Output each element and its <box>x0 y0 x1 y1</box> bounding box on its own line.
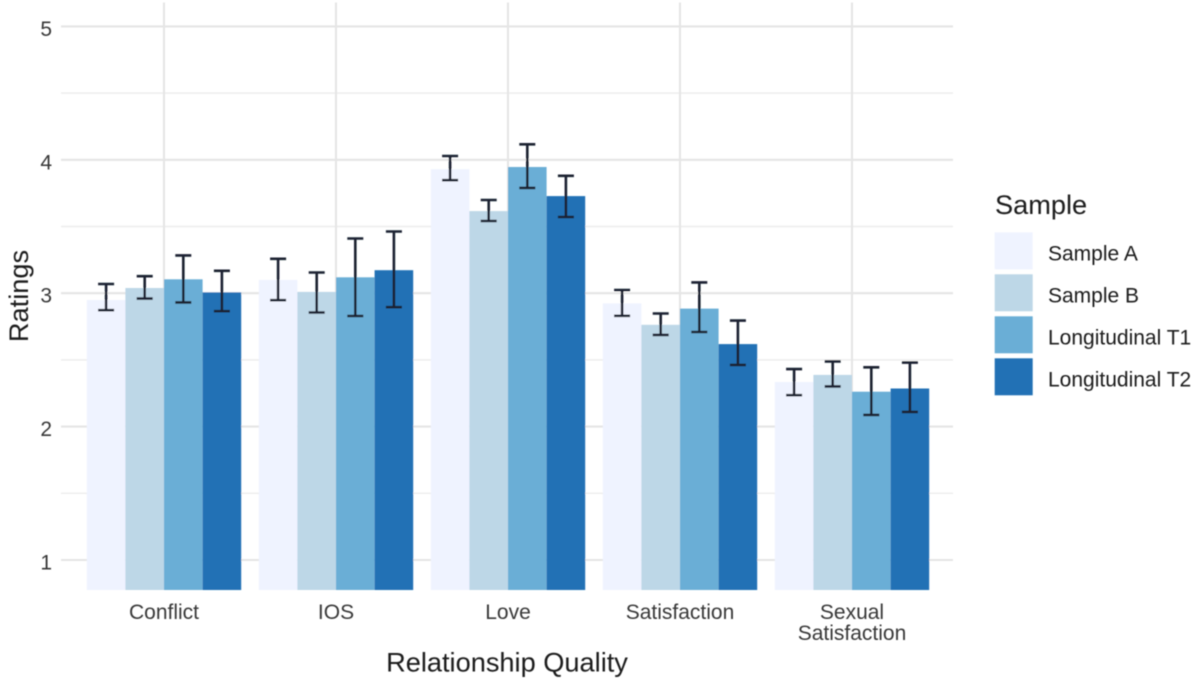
svg-text:Satisfaction: Satisfaction <box>798 622 907 645</box>
svg-text:Conflict: Conflict <box>129 601 199 624</box>
svg-text:Satisfaction: Satisfaction <box>626 601 735 624</box>
svg-text:Love: Love <box>485 601 531 624</box>
svg-text:IOS: IOS <box>318 601 354 624</box>
svg-text:Sample A: Sample A <box>1048 242 1138 265</box>
svg-text:2: 2 <box>40 418 52 441</box>
svg-text:Longitudinal T1: Longitudinal T1 <box>1048 326 1191 349</box>
svg-text:4: 4 <box>40 151 52 174</box>
svg-text:Sexual: Sexual <box>820 601 884 624</box>
svg-text:1: 1 <box>40 552 52 575</box>
svg-text:Longitudinal T2: Longitudinal T2 <box>1048 368 1191 391</box>
svg-text:3: 3 <box>40 285 52 308</box>
svg-text:5: 5 <box>40 18 52 41</box>
svg-text:Relationship Quality: Relationship Quality <box>386 647 628 678</box>
svg-text:Sample: Sample <box>995 189 1087 220</box>
svg-text:Sample B: Sample B <box>1048 284 1139 307</box>
svg-text:Ratings: Ratings <box>3 250 34 342</box>
